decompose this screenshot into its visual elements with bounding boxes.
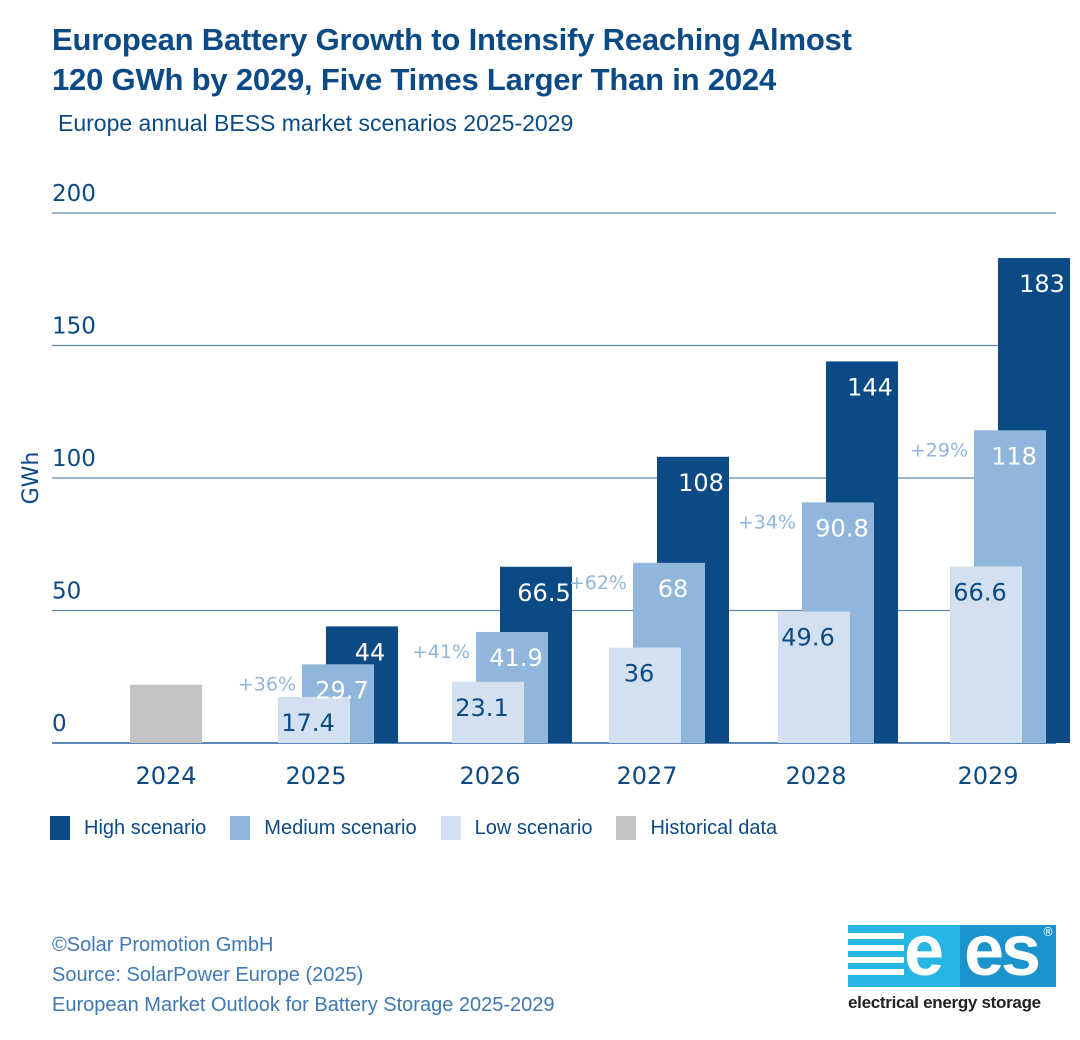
value-label-low-2026: 23.1 [455, 694, 508, 722]
logo-mark: e es ® [848, 915, 1056, 987]
bar-historical-2024 [130, 684, 202, 743]
source-text: Source: SolarPower Europe (2025) [52, 964, 364, 986]
value-label-low-2029: 66.6 [953, 579, 1006, 607]
x-axis: 2024 2025 2026 2027 2028 2029 [135, 762, 1018, 790]
value-label-medium-2025: 29.7 [315, 676, 368, 704]
registered-mark: ® [1042, 925, 1054, 939]
x-tick-label: 2024 [135, 762, 196, 790]
logo-letter-e: e [904, 911, 945, 991]
value-label-low-2027: 36 [624, 660, 655, 688]
legend-swatch [230, 816, 251, 840]
y-tick-label: 0 [52, 711, 67, 737]
logo-letters: es [964, 911, 1041, 991]
legend-label: Low scenario [474, 816, 593, 839]
legend-swatch [440, 816, 461, 840]
value-label-medium-2028: 90.8 [815, 514, 868, 542]
legend-swatch [50, 816, 70, 840]
bars [130, 258, 1070, 743]
chart-subtitle: Europe annual BESS market scenarios 2025… [58, 110, 574, 136]
growth-label-2027: +62% [569, 572, 627, 594]
title-line-2: 120 GWh by 2029, Five Times Larger Than … [52, 62, 777, 97]
logo-stripes-e: e [848, 915, 960, 987]
value-label-high-2029: 183 [1019, 270, 1065, 298]
bar-low-2027 [609, 647, 681, 743]
legend-item-low: Low scenario [440, 816, 593, 840]
chart-title: European Battery Growth to Intensify Rea… [52, 20, 952, 100]
bar-low-2028 [778, 611, 850, 743]
bar-chart: 0 50 100 150 200 GWh 17.4 29.7 44 +36% 23.1 41.9 66… [19, 181, 1070, 790]
x-tick-label: 2028 [785, 762, 846, 790]
x-tick-label: 2027 [616, 762, 677, 790]
bar-low-2026 [452, 681, 524, 743]
value-label-medium-2027: 68 [658, 575, 689, 603]
legend: High scenario Medium scenario Low scenario… [50, 816, 801, 840]
y-tick-label: 50 [52, 579, 81, 605]
legend-item-high: High scenario [50, 816, 206, 840]
growth-label-2025: +36% [238, 673, 296, 695]
value-label-high-2027: 108 [678, 469, 724, 497]
value-label-high-2026: 66.5 [517, 579, 570, 607]
value-label-high-2025: 44 [355, 638, 386, 666]
x-tick-label: 2025 [285, 762, 346, 790]
bar-low-2025 [278, 696, 350, 743]
growth-label-2029: +29% [910, 439, 968, 461]
value-label-medium-2026: 41.9 [489, 644, 542, 672]
value-label-low-2025: 17.4 [281, 709, 334, 737]
title-line-1: European Battery Growth to Intensify Rea… [52, 22, 852, 57]
logo-tagline: electrical energy storage [848, 993, 1041, 1012]
legend-label: Medium scenario [264, 816, 417, 839]
y-tick-label: 100 [52, 446, 96, 472]
bar-labels: 17.4 29.7 44 +36% 23.1 41.9 66.5 +41% 36 68 108 +62… [238, 270, 1065, 737]
bar-low-2029 [950, 566, 1022, 743]
value-label-low-2028: 49.6 [781, 624, 834, 652]
y-tick-label: 200 [52, 181, 96, 207]
copyright-text: ©Solar Promotion GmbH [52, 934, 274, 956]
x-tick-label: 2029 [957, 762, 1018, 790]
logo-letters-es: es ® [960, 915, 1056, 987]
report-text: European Market Outlook for Battery Stor… [52, 994, 555, 1016]
x-tick-label: 2026 [459, 762, 520, 790]
legend-item-historical: Historical data [616, 816, 777, 840]
legend-item-medium: Medium scenario [230, 816, 417, 840]
value-label-high-2028: 144 [847, 373, 893, 401]
footer: ©Solar Promotion GmbH Source: SolarPower… [52, 930, 555, 1020]
legend-label: High scenario [84, 816, 207, 839]
legend-label: Historical data [650, 816, 778, 839]
y-tick-label: 150 [52, 314, 96, 340]
y-axis-label: GWh [19, 452, 44, 505]
growth-label-2028: +34% [738, 511, 796, 533]
legend-swatch [616, 816, 637, 840]
value-label-medium-2029: 118 [991, 442, 1037, 470]
y-axis: 0 50 100 150 200 GWh [19, 181, 96, 737]
growth-label-2026: +41% [412, 641, 470, 663]
ees-logo: e es ® electrical energy storage [848, 915, 1056, 1013]
